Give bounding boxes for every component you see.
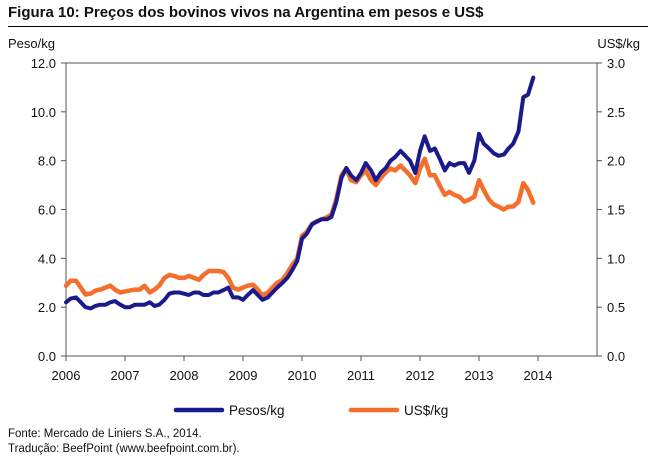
x-tick-label: 2008 [170,368,199,383]
y-right-tick-label: 0.0 [607,349,625,364]
y-right-tick-label: 2.0 [607,154,625,169]
y-left-tick-label: 6.0 [38,203,56,218]
legend-label: Pesos/kg [229,403,285,418]
x-tick-label: 2014 [524,368,553,383]
translation-note: Tradução: BeefPoint (www.beefpoint.com.b… [8,443,240,455]
source-note: Fonte: Mercado de Liniers S.A., 2014. [8,428,202,440]
axes [61,62,602,361]
y-right-tick-label: 2.5 [607,105,625,120]
y-left-tick-label: 0.0 [38,349,56,364]
y-left-tick-label: 4.0 [38,251,56,266]
x-tick-label: 2009 [229,368,258,383]
legend: Pesos/kg US$/kg [173,403,448,418]
x-tick-label: 2006 [52,368,81,383]
y-left-tick-label: 2.0 [38,300,56,315]
title-underline [8,26,648,27]
x-tick-label: 2012 [406,368,435,383]
x-tick-label: 2007 [111,368,140,383]
y-left-tick-label: 8.0 [38,154,56,169]
y-right-tick-label: 1.0 [607,251,625,266]
y-axis-label-right: US$/kg [597,36,640,51]
y-axis-label-left: Peso/kg [8,36,55,51]
pesos-line [64,75,536,311]
x-tick-label: 2013 [465,368,494,383]
usd-line [63,156,536,298]
y-right-tick-label: 1.5 [607,203,625,218]
x-tick-label: 2010 [288,368,317,383]
y-left-tick-label: 10.0 [31,105,56,120]
x-tick-label: 2011 [347,368,375,383]
chart-title: Figura 10: Preços dos bovinos vivos na A… [8,4,484,21]
legend-label: US$/kg [404,403,448,418]
y-right-tick-label: 3.0 [607,56,625,71]
tick-labels: 2006 2007 2008 2009 2010 2011 2012 2013 2014 0.0 2… [31,56,625,383]
y-left-tick-label: 12.0 [31,56,56,71]
y-right-tick-label: 0.5 [607,300,625,315]
series-lines [63,75,536,311]
